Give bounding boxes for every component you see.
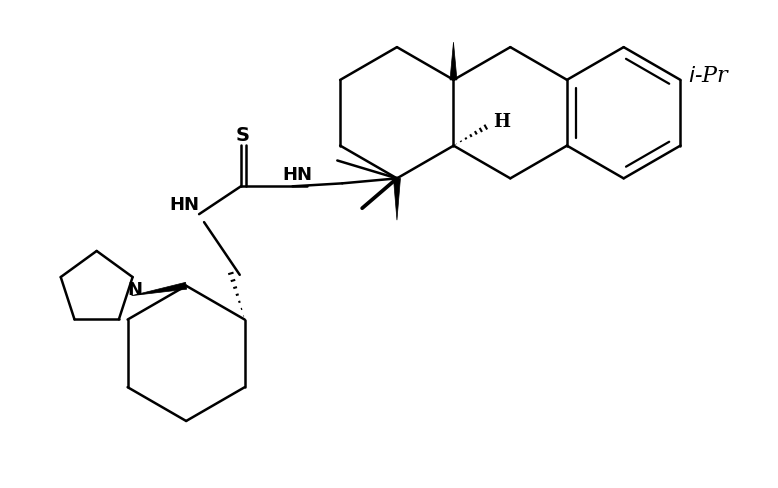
Text: S: S bbox=[236, 126, 250, 145]
Text: HN: HN bbox=[282, 166, 313, 184]
Text: HN: HN bbox=[169, 196, 199, 214]
Text: H: H bbox=[493, 112, 510, 130]
Text: N: N bbox=[127, 280, 142, 298]
Text: $i$-Pr: $i$-Pr bbox=[689, 65, 731, 87]
Polygon shape bbox=[450, 43, 457, 81]
Polygon shape bbox=[131, 283, 187, 296]
Polygon shape bbox=[394, 179, 401, 221]
